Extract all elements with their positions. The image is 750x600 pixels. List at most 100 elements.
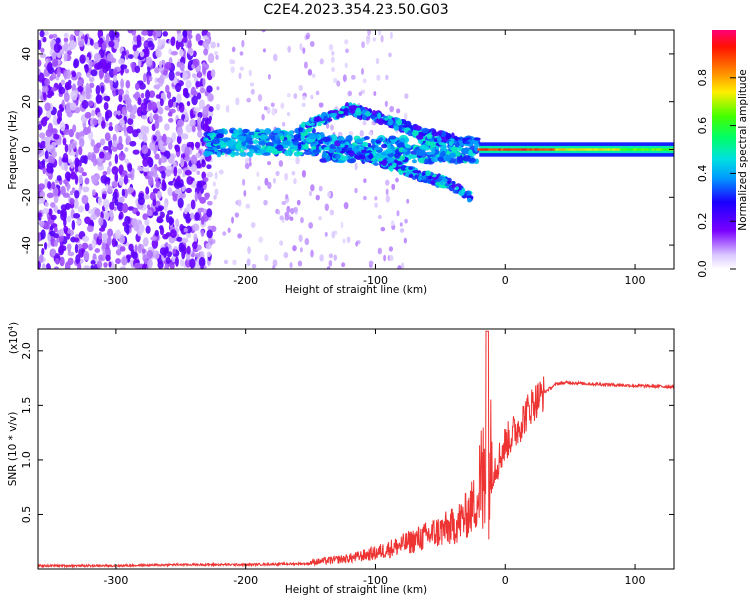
heatmap-cell [93, 52, 101, 63]
heatmap-cell [311, 128, 316, 134]
heatmap-cell [145, 56, 153, 68]
heatmap-cell [139, 51, 145, 58]
heatmap-cell [356, 152, 361, 156]
snr-series-line [38, 330, 674, 569]
heatmap-cell [223, 148, 232, 155]
heatmap-cell [341, 109, 348, 116]
heatmap-cell [362, 120, 367, 126]
heatmap-cell [118, 88, 124, 96]
heatmap-cell [322, 136, 331, 143]
heatmap-cell [436, 136, 442, 143]
heatmap-cell [50, 248, 56, 257]
heatmap-cell [51, 150, 58, 158]
heatmap-cell [223, 259, 229, 265]
heatmap-cell [175, 71, 181, 77]
heatmap-cell [90, 265, 95, 269]
heatmap-cell [282, 121, 286, 127]
heatmap-cell [64, 143, 69, 153]
heatmap-cell [155, 49, 162, 58]
heatmap-cell [336, 80, 341, 87]
heatmap-cell [147, 40, 154, 48]
heatmap-cell [408, 173, 414, 178]
heatmap-cell [84, 216, 91, 225]
heatmap-cell [231, 151, 236, 156]
heatmap-cell [124, 131, 128, 137]
heatmap-cell [66, 50, 72, 56]
heatmap-cell [177, 197, 184, 209]
heatmap-cell [385, 188, 389, 196]
heatmap-cell [167, 137, 172, 144]
heatmap-cell [98, 231, 103, 240]
heatmap-cell [210, 41, 216, 49]
heatmap-cell [51, 128, 58, 136]
heatmap-cell [398, 125, 403, 130]
heatmap-cell [212, 239, 216, 244]
heatmap-cell [198, 256, 206, 267]
heatmap-cell [152, 113, 159, 121]
heatmap-cell [328, 44, 334, 51]
heatmap-cell [38, 106, 43, 116]
heatmap-cell [57, 209, 61, 214]
heatmap-cell [153, 250, 160, 260]
heatmap-cell [415, 149, 425, 156]
heatmap-cell [330, 56, 335, 63]
heatmap-cell [208, 115, 213, 122]
heatmap-cell [169, 261, 175, 269]
heatmap-cell [143, 194, 150, 200]
heatmap-cell [326, 266, 331, 269]
heatmap-cell [161, 179, 166, 189]
heatmap-cell [272, 129, 280, 134]
heatmap-cell [235, 97, 240, 106]
y-tick-label: 0.5 [20, 506, 33, 524]
heatmap-cell [325, 154, 331, 162]
heatmap-cell [317, 122, 322, 127]
heatmap-cell [267, 73, 271, 80]
heatmap-cell [109, 201, 115, 211]
heatmap-cell [263, 199, 268, 206]
heatmap-cell [283, 252, 289, 259]
heatmap-cell [58, 156, 62, 167]
heatmap-cell [121, 170, 128, 176]
heatmap-cell [61, 208, 67, 218]
heatmap-cell [274, 134, 280, 141]
heatmap-cell [377, 247, 382, 255]
heatmap-cell [62, 137, 67, 146]
heatmap-cell [313, 116, 319, 122]
heatmap-cell [123, 174, 129, 185]
heatmap-cell [108, 125, 114, 131]
heatmap-cell [427, 175, 433, 180]
heatmap-cell [96, 161, 104, 167]
heatmap-cell [120, 78, 125, 89]
snr-y-ticks: 0.5 1.0 1.5 2.0 [20, 342, 674, 523]
heatmap-cell [64, 162, 68, 172]
heatmap-cell [92, 118, 98, 126]
heatmap-cell [328, 253, 334, 259]
heatmap-cell [137, 97, 142, 106]
heatmap-cell [117, 110, 121, 116]
heatmap-cell [121, 202, 129, 214]
heatmap-cell [203, 48, 209, 56]
heatmap-cell [41, 247, 45, 256]
heatmap-cell [415, 133, 424, 140]
heatmap-cell [50, 73, 57, 80]
colorbar-tick-label: 0.0 [696, 260, 709, 278]
heatmap-cell [147, 101, 153, 111]
heatmap-cell [298, 234, 303, 243]
heatmap-cell [364, 110, 371, 117]
heatmap-cell [122, 221, 126, 227]
heatmap-cell [121, 106, 128, 116]
heatmap-cell [315, 194, 320, 201]
heatmap-cell [349, 109, 356, 114]
heatmap-cell [106, 53, 114, 62]
heatmap-cell [140, 102, 147, 111]
heatmap-cell [267, 146, 274, 151]
heatmap-cell [261, 152, 271, 156]
heatmap-cell [78, 131, 86, 137]
heatmap-cell [52, 58, 59, 67]
heatmap-cell [125, 97, 132, 106]
heatmap-cell [140, 125, 148, 136]
heatmap-cell [376, 74, 381, 81]
heatmap-cell [155, 94, 162, 99]
heatmap-cell [331, 50, 335, 56]
heatmap-cell [303, 61, 308, 69]
